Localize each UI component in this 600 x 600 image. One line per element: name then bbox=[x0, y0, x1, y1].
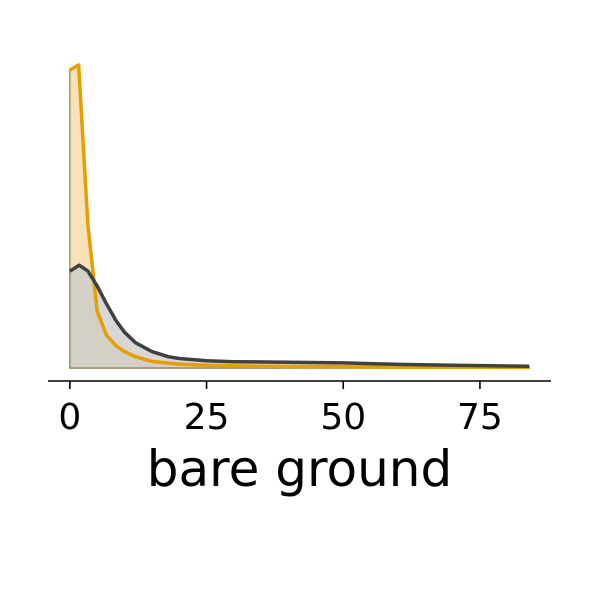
x-tick-label: 75 bbox=[457, 397, 503, 438]
x-tick-label: 0 bbox=[58, 397, 81, 438]
density-line-2 bbox=[68, 263, 530, 368]
density-area-2 bbox=[69, 264, 530, 369]
density-lines bbox=[68, 63, 530, 370]
x-tick-label: 50 bbox=[320, 397, 366, 438]
x-axis-ticks: 0 25 50 75 bbox=[58, 381, 503, 438]
density-line-1 bbox=[69, 63, 530, 370]
x-axis-title: bare ground bbox=[147, 440, 452, 498]
density-areas bbox=[69, 63, 530, 369]
x-tick-label: 25 bbox=[184, 397, 230, 438]
density-area-1 bbox=[69, 63, 530, 369]
